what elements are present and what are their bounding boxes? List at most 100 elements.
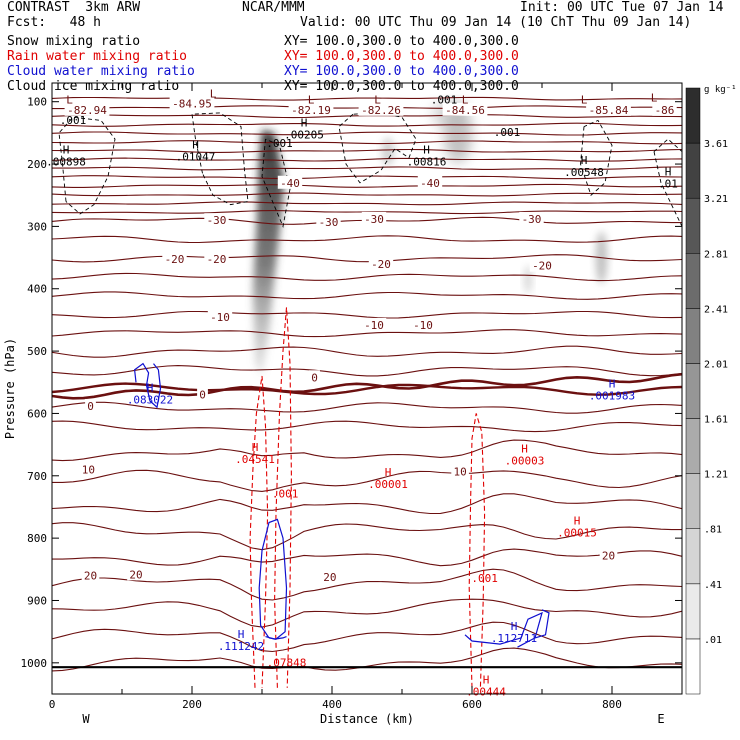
extremum-marker: L — [66, 94, 73, 107]
isotherm-label: -20 — [165, 253, 185, 266]
isotherm — [51, 291, 683, 300]
isotherm — [51, 345, 683, 358]
isotherm — [51, 157, 683, 162]
colorbar-bin — [685, 638, 701, 695]
label-bg — [277, 175, 303, 189]
extremum-marker: L — [651, 92, 658, 105]
y-tick-label: 100 — [27, 96, 47, 109]
extremum-marker: L — [374, 94, 381, 107]
contour-value-label: .001 — [266, 137, 293, 150]
label-bg — [204, 213, 229, 227]
isotherm-label: 20 — [129, 568, 142, 581]
x-tick-label: 600 — [462, 698, 482, 711]
isotherm-label: -85.84 — [589, 104, 629, 117]
extremum-marker: L — [308, 94, 315, 107]
extremum-value: .01 — [658, 177, 678, 190]
extremum-value: .00001 — [368, 478, 408, 491]
label-bg — [316, 215, 341, 229]
isotherm-label: 20 — [84, 570, 97, 583]
isotherm — [51, 210, 683, 215]
contour-value-label: .001 — [431, 94, 458, 107]
colorbar-label: 3.21 — [704, 194, 728, 205]
isotherm — [51, 329, 683, 338]
field-name-cloud-water: Cloud water mixing ratio — [7, 64, 195, 79]
isotherm — [52, 166, 683, 171]
y-tick-label: 800 — [27, 532, 47, 545]
isotherm — [51, 272, 683, 282]
extremum-marker: H — [252, 441, 259, 454]
extremum-value: .04541 — [235, 453, 275, 466]
y-tick-label: 400 — [27, 283, 47, 296]
extremum-marker: H — [301, 117, 308, 130]
extremum-value: .001983 — [589, 389, 635, 402]
colorbar-bin — [685, 308, 701, 364]
label-bg — [361, 211, 387, 225]
label-bg — [169, 96, 215, 110]
ice-contour — [58, 116, 116, 215]
header: CONTRAST 3km ARW Fcst: 48 h NCAR/MMM Ini… — [0, 0, 740, 96]
colorbar-bin — [685, 473, 701, 529]
extremum-marker: H — [63, 143, 70, 156]
snow-patch — [524, 265, 532, 294]
label-bg — [321, 569, 339, 583]
isotherm — [51, 621, 683, 653]
extremum-marker: L — [581, 94, 588, 107]
extremum-value: .01047 — [176, 150, 216, 163]
colorbar-bin — [685, 142, 701, 199]
label-bg — [529, 258, 555, 272]
colorbar-label: .01 — [704, 635, 722, 646]
isotherm-label: -20 — [371, 258, 391, 271]
isotherm — [51, 201, 683, 206]
extremum-marker: H — [521, 443, 528, 456]
x-tick-label: 800 — [602, 698, 622, 711]
isotherm-label: 10 — [82, 464, 95, 477]
isotherm — [51, 401, 683, 414]
cloud-water-contour — [133, 362, 162, 409]
ice-contour — [261, 138, 291, 228]
colorbar-bin — [685, 197, 701, 254]
extremum-marker: H — [483, 673, 490, 686]
isotherm-label: -82.26 — [361, 104, 401, 117]
forecast-hour: Fcst: 48 h — [7, 15, 101, 30]
snow-plume — [252, 129, 285, 376]
isotherm-label: 20 — [602, 550, 615, 563]
y-tick-label: 200 — [27, 158, 47, 171]
label-bg — [361, 317, 387, 331]
isotherm-label: -86 — [655, 104, 675, 117]
x-end-label-east: E — [657, 712, 664, 726]
ice-contour — [338, 112, 417, 184]
label-bg — [451, 464, 469, 478]
colorbar-bin — [685, 528, 701, 585]
extremum-marker: L — [210, 87, 217, 100]
label-bg — [519, 211, 544, 225]
colorbar-bin — [685, 253, 701, 309]
label-bg — [197, 387, 208, 401]
extremum-value: .111242 — [218, 640, 264, 653]
isotherm — [51, 365, 683, 377]
valid-time: Valid: 00 UTC Thu 09 Jan 14 (10 ChT Thu … — [300, 15, 692, 30]
isotherm — [51, 420, 683, 433]
extremum-value: .00444 — [466, 685, 506, 698]
y-tick-label: 500 — [27, 345, 47, 358]
isotherm — [51, 439, 683, 462]
contour-labels: -84.95 -82.94 -82.19 -82.26 -84.56 -85.84 -86 -… — [46, 87, 678, 698]
colorbar-label: 2.41 — [704, 304, 728, 315]
ice-contour — [191, 112, 249, 206]
colorbar-unit: g kg⁻¹ — [704, 85, 737, 95]
colorbar-label: 1.21 — [704, 470, 728, 481]
label-bg — [410, 317, 436, 331]
contour-value-label: .001 — [471, 572, 498, 585]
rain-contours — [249, 307, 486, 688]
label-bg — [162, 251, 187, 265]
label-bg — [368, 256, 394, 270]
isotherm — [51, 235, 683, 244]
colorbar-bin — [685, 363, 701, 419]
isotherm — [51, 140, 683, 145]
extremum-marker: H — [423, 143, 430, 156]
extremum-marker: H — [385, 466, 392, 479]
cloud-water-contour — [265, 636, 287, 640]
x-tick-label: 0 — [49, 698, 56, 711]
isotherm-label: -40 — [280, 177, 300, 190]
field-xy-rain: XY= 100.0,300.0 to 400.0,300.0 — [284, 49, 519, 64]
extremum-marker: H — [147, 382, 154, 395]
